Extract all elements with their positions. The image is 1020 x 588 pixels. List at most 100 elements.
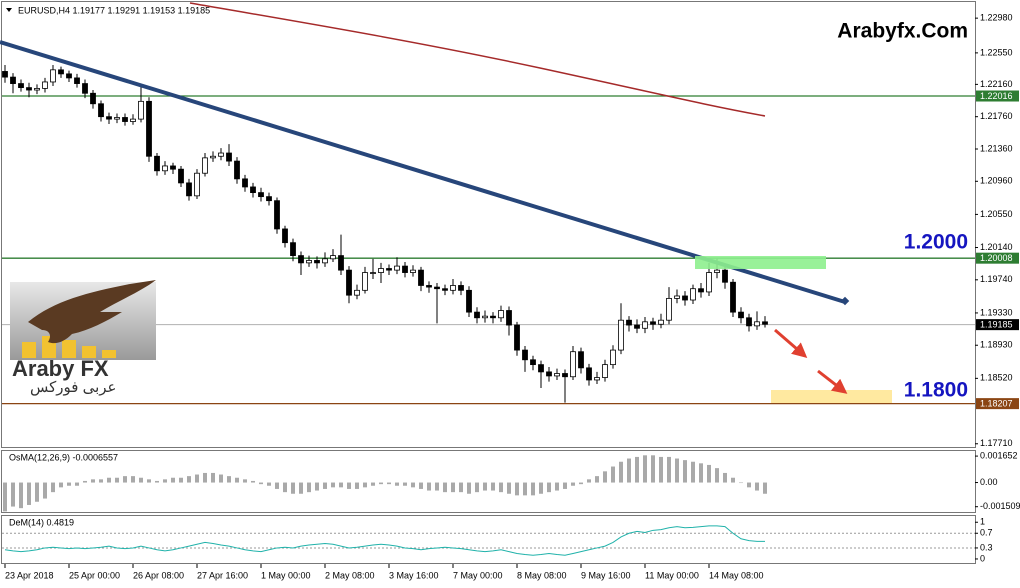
osma-bar	[691, 461, 695, 483]
y-tick-label: 1.22550	[980, 47, 1013, 57]
candle-body	[690, 288, 696, 301]
candle-body	[642, 321, 648, 329]
osma-bar	[491, 482, 495, 491]
osma-bar	[475, 482, 479, 493]
y-tick-label: 1	[980, 517, 985, 527]
osma-bar	[523, 482, 527, 496]
candle-body	[338, 255, 344, 271]
candle-body	[274, 200, 280, 230]
x-tick-label: 11 May 00:00	[645, 570, 699, 580]
candle-body	[530, 359, 536, 366]
candle-body	[10, 76, 16, 84]
candle-body	[50, 69, 56, 83]
osma-bar	[107, 477, 111, 483]
osma-bar	[75, 482, 79, 486]
candle-body	[314, 260, 320, 264]
osma-bar	[763, 482, 767, 494]
candle-body	[738, 311, 744, 319]
candle-body	[490, 315, 496, 319]
x-tick-label: 26 Apr 08:00	[133, 570, 184, 580]
candle-body	[602, 364, 608, 378]
osma-bar	[299, 482, 303, 494]
y-tick-label: 1.20140	[980, 242, 1013, 252]
osma-bar	[211, 472, 215, 483]
level-label: 1.22016	[980, 91, 1013, 101]
candle-body	[370, 272, 376, 274]
candle-body	[162, 165, 168, 172]
y-tick-label: 1.18930	[980, 340, 1013, 350]
osma-bar	[467, 482, 471, 494]
candle-body	[714, 269, 720, 273]
candle-body	[18, 83, 24, 89]
x-tick-label: 8 May 08:00	[517, 570, 567, 580]
candle-body	[386, 268, 392, 271]
dem-frame	[1, 515, 976, 564]
candle-body	[154, 155, 160, 172]
y-tick-label: 1.20550	[980, 209, 1013, 219]
osma-bar	[507, 482, 511, 494]
candle-body	[306, 260, 312, 264]
candle-body	[402, 265, 408, 273]
candle-body	[42, 81, 48, 89]
candle-body	[538, 364, 544, 373]
osma-bar	[531, 482, 535, 496]
osma-bar	[243, 479, 247, 483]
candle-body	[410, 269, 416, 273]
osma-bar	[707, 464, 711, 483]
osma-bar	[355, 482, 359, 489]
level-tag	[976, 319, 1019, 331]
osma-bar	[179, 477, 183, 483]
osma-bar	[587, 479, 591, 483]
candle-body	[514, 324, 520, 351]
candle-body	[330, 255, 336, 260]
osma-bar	[315, 482, 319, 491]
logo: Araby FX عربى فوركس	[10, 280, 156, 396]
candle-body	[698, 288, 704, 293]
candle-body	[610, 349, 616, 366]
candle-body	[618, 319, 624, 351]
osma-bar	[739, 482, 743, 484]
logo-bar	[22, 342, 36, 358]
candle-body	[426, 285, 432, 288]
osma-bar	[435, 482, 439, 491]
osma-bar	[387, 482, 391, 485]
osma-bar	[579, 482, 583, 485]
trendline-end	[840, 296, 850, 306]
osma-bar	[619, 461, 623, 483]
osma-bar	[147, 479, 151, 483]
candle-body	[682, 295, 688, 301]
y-tick-label: 0.7	[980, 528, 993, 538]
x-tick-label: 2 May 08:00	[325, 570, 375, 580]
candle-body	[746, 317, 752, 327]
osma-bar	[347, 482, 351, 489]
osma-bar	[203, 472, 207, 483]
candle-body	[34, 88, 40, 91]
logo-title: Araby FX	[12, 356, 109, 381]
osma-bar	[35, 482, 39, 502]
y-tick-label: 1.18520	[980, 373, 1013, 383]
candle-body	[466, 289, 472, 313]
osma-bar	[595, 476, 599, 483]
osma-bar	[275, 482, 279, 489]
osma-bar	[283, 482, 287, 493]
candle-body	[546, 371, 552, 377]
osma-bar	[291, 482, 295, 494]
candle-body	[586, 367, 592, 381]
level-label: 1.18207	[980, 399, 1013, 409]
candle-body	[282, 228, 288, 244]
candle-body	[666, 297, 672, 321]
osma-bar	[115, 477, 119, 483]
osma-bar	[59, 482, 63, 488]
osma-bar	[659, 456, 663, 483]
osma-bar	[67, 482, 71, 486]
panel-title: OsMA(12,26,9) -0.0006557	[9, 452, 118, 462]
y-tick-label: 1.22980	[980, 13, 1013, 23]
candle-body	[234, 160, 240, 180]
osma-bar	[251, 480, 255, 483]
osma-bar	[307, 482, 311, 493]
osma-bar	[547, 482, 551, 493]
x-tick-label: 7 May 00:00	[453, 570, 503, 580]
candle-body	[210, 155, 216, 159]
osma-bar	[155, 480, 159, 483]
arrow	[774, 328, 808, 358]
